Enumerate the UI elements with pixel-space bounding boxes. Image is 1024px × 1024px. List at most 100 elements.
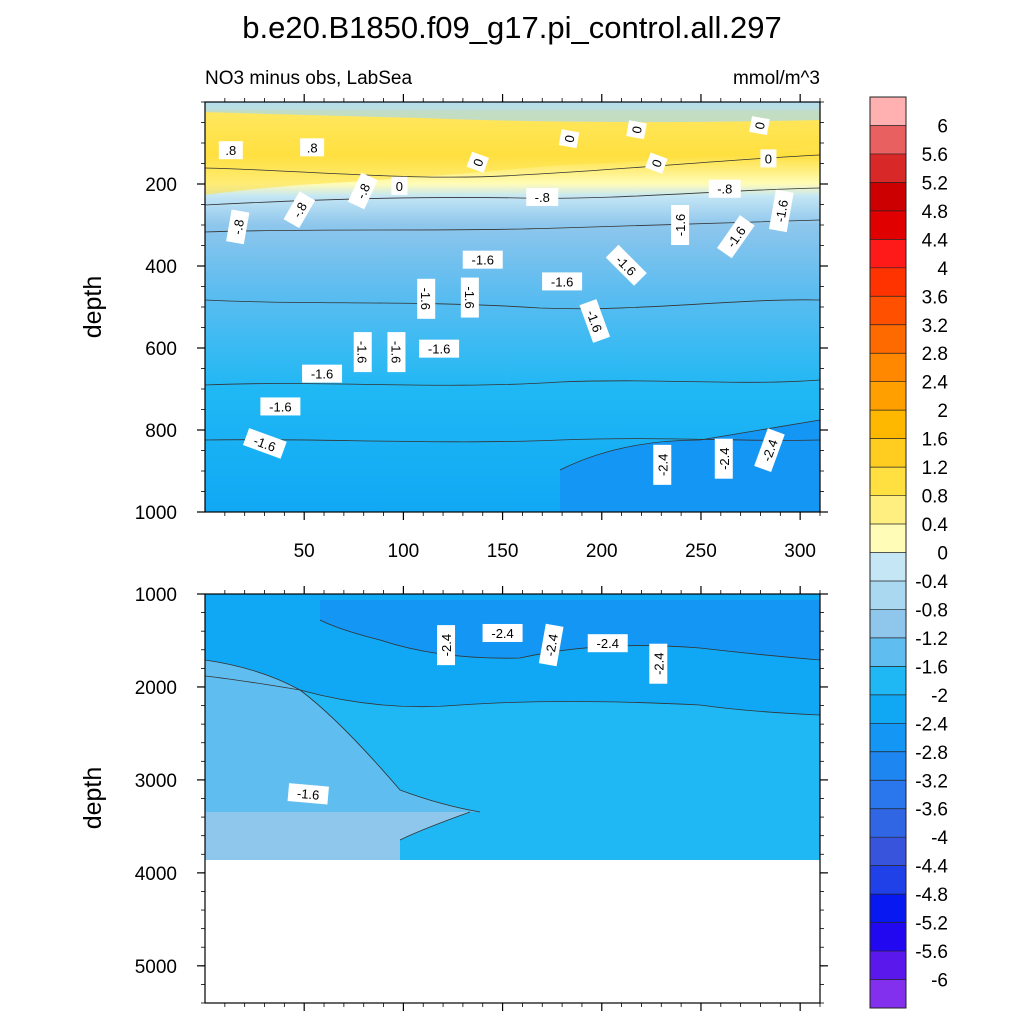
lower-contour-labels: -2.4 -2.4 -2.4 -2.4 -2.4 -1.6 [287,623,668,805]
colorbar-level-label: 0.8 [922,487,948,508]
colorbar-swatch [870,609,906,639]
contour-label: -1.6 [768,189,794,233]
contour-label-box [587,634,628,653]
colorbar-level-label: -3.2 [915,771,948,792]
colorbar-level-label: 1.6 [922,430,948,451]
colorbar-swatch [870,495,906,525]
upper-y-tick-label: 400 [145,257,177,278]
contour-label-box [649,643,668,684]
contour-label: -1.6 [542,272,583,291]
contour-label: -1.6 [717,215,755,259]
colorbar-level-label: -5.6 [915,942,948,963]
colorbar-level-label: -6 [931,971,948,992]
colorbar-swatch [870,552,906,582]
contour-label-text: -2.4 [759,437,781,463]
lower-y-tick-label: 1000 [135,585,177,606]
contour-label-box [526,187,559,206]
lower-y-tick-label: 4000 [135,864,177,885]
colorbar-level-label: -3.6 [915,800,948,821]
contour-label-box [462,250,503,269]
contour-label-box [717,215,755,259]
colorbar-level-label: -2.8 [915,743,948,764]
colorbar-swatch [870,808,906,838]
contour-label: -1.6 [287,783,329,805]
contour-label: 0 [558,129,580,149]
lower-contour [399,811,471,841]
colorbar-level-label: 4.8 [922,202,948,223]
contour-label-box [482,623,523,642]
contour-label-text: 0 [396,179,403,194]
colorbar-swatch [870,182,906,212]
colorbar-swatch [870,751,906,781]
colorbar-swatch [870,837,906,866]
contour-label: -1.6 [460,277,479,318]
colorbar-level-label: -1.6 [915,657,948,678]
colorbar-swatch [870,353,906,382]
contour-label: .8 [300,138,325,157]
upper-contour-labels: .8 .8 -.8 0 -.8 -.8 0 0 0 0 0 0 -.8 -.8 -1.6 -1.6 -1.6 -1… [218,116,794,485]
contour-label-box [353,332,372,373]
lower-y-tick-label: 3000 [135,771,177,792]
upper-y-tick-label: 600 [145,339,177,360]
contour-label-box [708,179,741,198]
contour-label: -1.6 [419,339,460,358]
lower-contours [205,619,820,841]
colorbar-level-label: 2 [937,401,948,422]
contour-label-box [387,332,406,373]
lower-contour [205,659,481,813]
lower-panel-fill [205,594,820,860]
colorbar-level-label: 3.2 [922,316,948,337]
colorbar-level-label: -2 [931,686,948,707]
lower-field-patch-left [205,660,480,812]
colorbar-swatch [870,894,906,923]
colorbar-frame [869,96,907,1009]
colorbar-swatch [870,239,906,269]
colorbar: 6 5.6 5.2 4.8 4.4 4 3.6 3.2 2.8 2.4 2 1.6 1.2 0.8 0.4 0… [869,96,949,1009]
contour-label: -1.6 [260,397,301,416]
upper-y-axis-label: depth [79,276,107,339]
contour-label: -2.4 [587,634,628,653]
colorbar-swatch [870,296,906,326]
colorbar-swatch [870,922,906,952]
contour-label-text: -1.6 [296,786,320,803]
contour-label-box [260,397,301,416]
contour-label-box [645,152,668,174]
contour-label-box [749,116,770,136]
contour-label-text: .8 [307,140,318,155]
colorbar-swatch [870,666,906,696]
colorbar-swatch [870,580,906,610]
colorbar-swatch [870,97,906,126]
contour-label: -1.6 [387,332,406,373]
colorbar-level-label: 2.4 [922,373,949,394]
upper-x-tick-label: 100 [388,541,420,562]
contour-label-box [542,272,583,291]
upper-x-tick-label: 200 [586,541,618,562]
lower-y-tick-label: 2000 [135,678,177,699]
upper-field-surface-band [205,102,820,123]
contour-label-text: -1.6 [462,286,477,308]
colorbar-level-label: 6 [937,116,948,137]
contour-label-text: -1.6 [355,341,370,363]
contour-label: -.8 [283,191,316,229]
chart-subtitle-left: NO3 minus obs, LabSea [205,68,412,89]
contour-label: -2.4 [437,625,456,666]
chart-units: mmol/m^3 [733,68,820,89]
contour-label-box [419,339,460,358]
contour-label-text: -1.6 [772,199,791,224]
upper-panel-fill [205,102,820,512]
colorbar-level-label: 4 [937,259,948,280]
contour-label-box [218,141,243,160]
contour-label-text: -2.4 [439,634,454,656]
upper-y-tick-label: 1000 [135,503,177,524]
contour-label-text: -1.6 [428,342,450,357]
contour-label: -2.4 [482,623,523,642]
colorbar-swatch [870,780,906,810]
contour-label: -.8 [226,209,250,245]
contour-label-text: -2.4 [491,626,513,641]
upper-contour [205,379,820,386]
contour-label-box [302,364,343,383]
contour-label: -1.6 [353,332,372,373]
contour-label-text: -1.6 [673,214,688,236]
contour-label-box [558,129,580,149]
